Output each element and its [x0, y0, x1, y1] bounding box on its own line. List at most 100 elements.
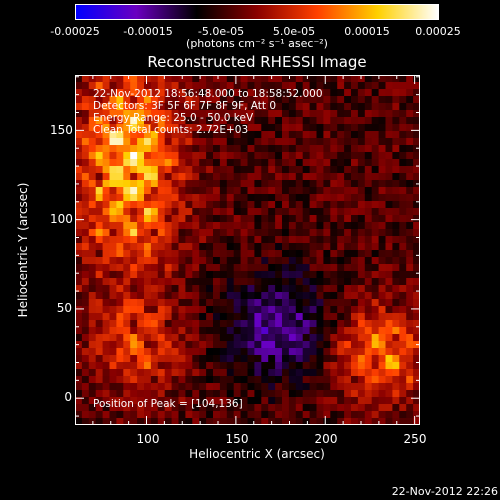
heatmap-cell: [406, 271, 414, 279]
heatmap-cell: [116, 201, 124, 209]
heatmap-cell: [226, 208, 235, 216]
heatmap-cell: [240, 82, 248, 90]
heatmap-cell: [247, 138, 255, 146]
heatmap-cell: [95, 397, 103, 405]
heatmap-cell: [288, 411, 297, 419]
heatmap-cell: [302, 229, 310, 237]
heatmap-cell: [102, 348, 110, 356]
heatmap-cell: [247, 152, 255, 160]
heatmap-cell: [413, 117, 420, 125]
heatmap-cell: [337, 173, 345, 181]
heatmap-cell: [213, 243, 221, 251]
heatmap-cell: [95, 271, 103, 279]
heatmap-cell: [171, 138, 179, 146]
heatmap-cell: [247, 285, 255, 293]
heatmap-cell: [150, 292, 159, 300]
heatmap-cell: [392, 334, 400, 342]
heatmap-cell: [233, 327, 241, 335]
heatmap-cell: [144, 306, 152, 314]
heatmap-cell: [302, 404, 310, 412]
heatmap-cell: [330, 257, 338, 265]
heatmap-cell: [109, 404, 117, 412]
heatmap-cell: [226, 334, 235, 342]
heatmap-cell: [206, 418, 214, 425]
heatmap-cell: [171, 96, 179, 104]
heatmap-cell: [247, 306, 255, 314]
heatmap-cell: [406, 166, 414, 174]
heatmap-cell: [275, 236, 283, 244]
heatmap-cell: [392, 89, 400, 97]
heatmap-cell: [81, 404, 90, 412]
heatmap-cell: [261, 208, 269, 216]
heatmap-cell: [116, 418, 124, 425]
heatmap-cell: [399, 334, 407, 342]
heatmap-cell: [413, 355, 420, 363]
heatmap-plot: [75, 75, 420, 425]
heatmap-cell: [371, 355, 379, 363]
heatmap-cell: [199, 187, 207, 195]
heatmap-cell: [254, 96, 262, 104]
heatmap-cell: [399, 152, 407, 160]
heatmap-cell: [206, 152, 214, 160]
heatmap-cell: [247, 390, 255, 398]
heatmap-cell: [392, 152, 400, 160]
heatmap-cell: [302, 138, 310, 146]
heatmap-cell: [130, 173, 138, 181]
heatmap-cell: [219, 271, 228, 279]
heatmap-cell: [275, 110, 283, 118]
heatmap-cell: [123, 397, 131, 405]
heatmap-cell: [282, 110, 290, 118]
heatmap-cell: [199, 292, 207, 300]
heatmap-cell: [206, 124, 214, 132]
heatmap-cell: [275, 103, 283, 111]
heatmap-cell: [240, 243, 248, 251]
heatmap-cell: [130, 320, 138, 328]
heatmap-cell: [206, 103, 214, 111]
heatmap-cell: [150, 334, 159, 342]
heatmap-cell: [102, 285, 110, 293]
heatmap-cell: [282, 397, 290, 405]
heatmap-cell: [226, 110, 235, 118]
heatmap-cell: [254, 313, 262, 321]
heatmap-cell: [288, 152, 297, 160]
heatmap-cell: [157, 166, 166, 174]
heatmap-cell: [199, 138, 207, 146]
heatmap-cell: [247, 264, 255, 272]
heatmap-cell: [357, 215, 366, 223]
heatmap-cell: [399, 138, 407, 146]
heatmap-cell: [392, 117, 400, 125]
heatmap-cell: [302, 285, 310, 293]
heatmap-cell: [385, 89, 393, 97]
y-axis-label: Heliocentric Y (arcsec): [16, 182, 30, 318]
heatmap-cell: [226, 397, 235, 405]
heatmap-cell: [323, 145, 331, 153]
heatmap-cell: [192, 285, 200, 293]
heatmap-cell: [302, 131, 310, 139]
heatmap-cell: [364, 229, 373, 237]
heatmap-cell: [219, 341, 228, 349]
heatmap-cell: [399, 117, 407, 125]
x-tick-label: 200: [314, 432, 338, 446]
heatmap-cell: [413, 124, 420, 132]
heatmap-cell: [413, 369, 420, 377]
heatmap-cell: [123, 201, 131, 209]
heatmap-cell: [75, 320, 83, 328]
heatmap-cell: [178, 131, 186, 139]
heatmap-cell: [144, 131, 152, 139]
heatmap-cell: [164, 117, 172, 125]
heatmap-cell: [323, 236, 331, 244]
heatmap-cell: [75, 236, 83, 244]
heatmap-cell: [344, 82, 352, 90]
heatmap-cell: [199, 124, 207, 132]
heatmap-cell: [282, 390, 290, 398]
heatmap-cell: [351, 313, 359, 321]
heatmap-cell: [337, 187, 345, 195]
heatmap-cell: [240, 236, 248, 244]
heatmap-cell: [185, 313, 193, 321]
heatmap-cell: [226, 138, 235, 146]
heatmap-cell: [378, 131, 386, 139]
heatmap-cell: [364, 327, 373, 335]
heatmap-cell: [378, 194, 386, 202]
heatmap-cell: [199, 166, 207, 174]
heatmap-cell: [351, 285, 359, 293]
